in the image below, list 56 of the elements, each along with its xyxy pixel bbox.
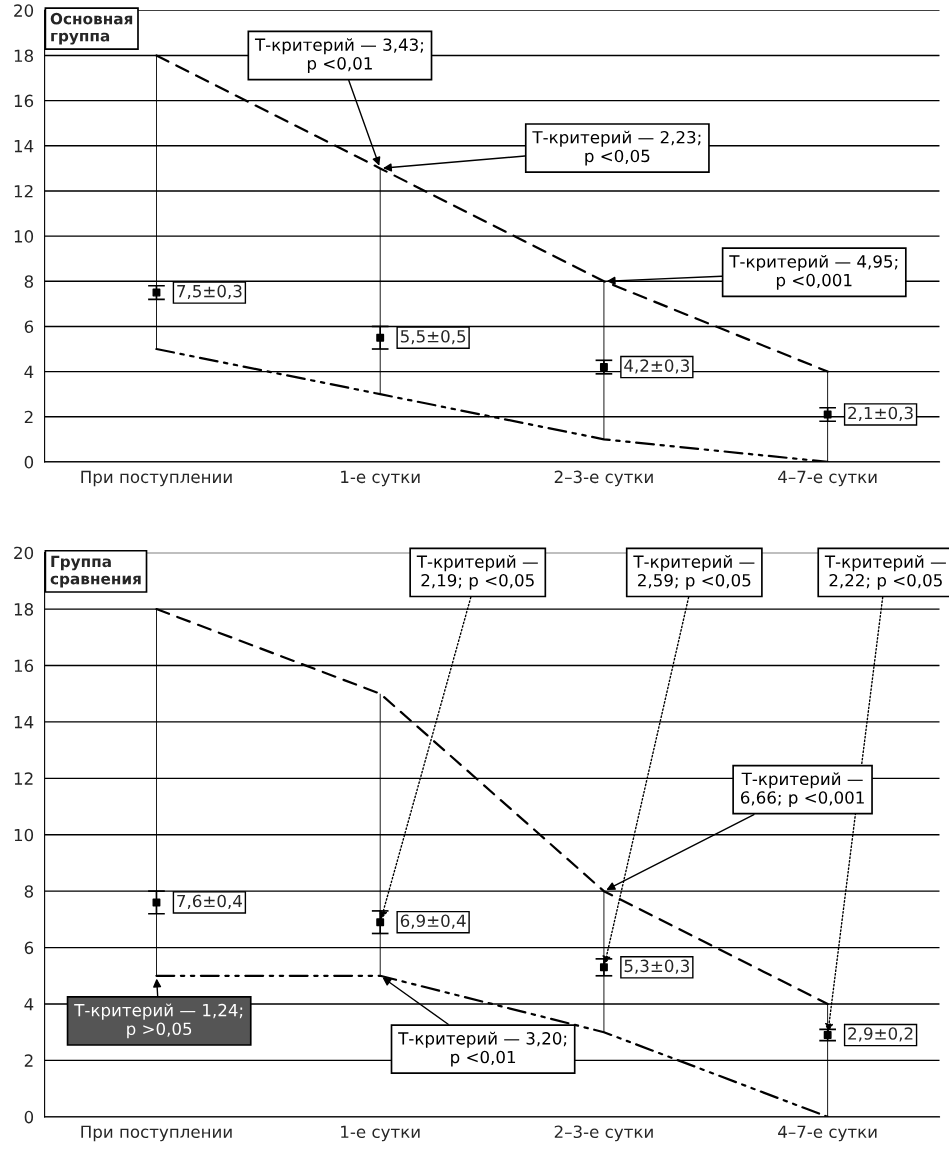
- x-tick-label: 2–3-е сутки: [554, 470, 653, 487]
- data-label: 2,9±0,2: [848, 1027, 913, 1042]
- y-tick-label: 6: [24, 320, 34, 333]
- data-label: 6,9±0,4: [400, 914, 466, 929]
- y-tick-label: 2: [24, 410, 33, 424]
- annotation: Т-критерий — 2,23; p <0,05: [532, 130, 701, 166]
- annotation: Т-критерий — 6,66; p <0,001: [740, 772, 864, 808]
- point: [152, 288, 161, 297]
- y-tick-label: 18: [14, 603, 34, 616]
- y-tick-label: 20: [14, 4, 34, 17]
- y-tick-label: 16: [14, 659, 34, 673]
- y-tick-label: 20: [14, 546, 34, 560]
- point: [152, 898, 161, 907]
- y-tick-label: 18: [14, 49, 34, 63]
- y-tick-label: 4: [24, 365, 34, 378]
- data-label: 5,5±0,5: [400, 329, 466, 345]
- y-tick-label: 0: [24, 1110, 34, 1124]
- x-tick-label: 1-е сутки: [341, 470, 420, 487]
- y-tick-label: 10: [14, 230, 34, 243]
- y-tick-label: 12: [14, 184, 33, 198]
- data-label: 4,2±0,3: [624, 359, 689, 374]
- annotation: Т-критерий — 2,59; p <0,05: [633, 555, 755, 590]
- point: [376, 918, 385, 927]
- annotation: Т-критерий — 2,19; p <0,05: [416, 555, 538, 590]
- y-tick-label: 0: [24, 455, 34, 469]
- data-label: 7,6±0,4: [177, 894, 242, 909]
- y-tick-label: 14: [14, 716, 34, 729]
- y-tick-label: 8: [24, 885, 34, 898]
- y-tick-label: 14: [14, 139, 34, 153]
- annotation: Т-критерий — 1,24; p >0,05: [74, 1003, 243, 1039]
- point: [376, 333, 385, 342]
- y-tick-label: 8: [24, 275, 34, 288]
- point: [823, 410, 832, 419]
- text: Основная группа: [50, 12, 133, 45]
- y-tick-label: 2: [24, 1054, 33, 1067]
- data-label: 2,1±0,3: [848, 406, 913, 422]
- x-tick-label: При поступлении: [81, 1125, 232, 1142]
- data-label: 5,3±0,3: [624, 959, 689, 974]
- y-tick-label: 6: [24, 941, 34, 955]
- x-tick-label: 4–7-е сутки: [778, 1125, 877, 1142]
- point: [599, 363, 608, 372]
- y-tick-label: 10: [14, 828, 34, 842]
- x-tick-label: 4–7-е сутки: [778, 470, 877, 487]
- x-tick-label: 1-е сутки: [341, 1125, 420, 1142]
- point: [599, 963, 608, 972]
- annotation: Т-критерий — 3,20; p <0,01: [398, 1031, 567, 1067]
- y-tick-label: 12: [14, 772, 33, 785]
- x-tick-label: 2–3-е сутки: [554, 1125, 653, 1142]
- y-tick-label: 16: [14, 94, 34, 108]
- annotation: Т-критерий — 3,43; p <0,01: [254, 38, 423, 73]
- annotation: Т-критерий — 2,22; p <0,05: [824, 555, 946, 590]
- data-label: 7,5±0,3: [177, 284, 242, 300]
- text: Группа сравнения: [50, 555, 141, 588]
- annotation: Т-критерий — 4,95; p <0,001: [729, 254, 898, 290]
- y-tick-label: 4: [24, 998, 34, 1011]
- x-tick-label: При поступлении: [81, 470, 232, 487]
